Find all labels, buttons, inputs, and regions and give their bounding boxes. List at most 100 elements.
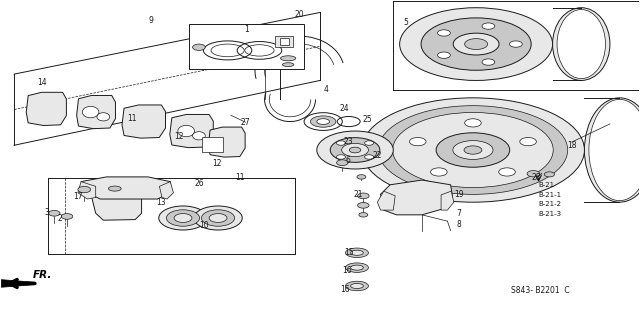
Text: 9: 9	[148, 16, 154, 25]
Ellipse shape	[209, 214, 227, 222]
Ellipse shape	[557, 10, 605, 78]
Ellipse shape	[49, 211, 60, 216]
Text: 25: 25	[363, 115, 372, 123]
Ellipse shape	[193, 132, 205, 140]
Ellipse shape	[464, 146, 482, 154]
Ellipse shape	[421, 18, 531, 70]
Text: 21: 21	[353, 190, 363, 199]
Ellipse shape	[194, 206, 243, 230]
Ellipse shape	[465, 119, 481, 127]
Text: 22: 22	[372, 151, 382, 160]
Ellipse shape	[61, 214, 73, 219]
Ellipse shape	[346, 248, 369, 257]
Text: 11: 11	[236, 173, 245, 182]
Text: 23: 23	[343, 137, 353, 146]
Ellipse shape	[365, 155, 374, 159]
Text: 26: 26	[194, 179, 204, 188]
Ellipse shape	[362, 98, 584, 202]
Ellipse shape	[399, 8, 552, 80]
Ellipse shape	[365, 141, 374, 145]
Ellipse shape	[544, 172, 554, 177]
Polygon shape	[1, 280, 35, 287]
Polygon shape	[441, 191, 454, 210]
Ellipse shape	[359, 213, 368, 217]
Ellipse shape	[346, 281, 369, 291]
Ellipse shape	[431, 168, 447, 176]
Ellipse shape	[83, 106, 99, 118]
Ellipse shape	[351, 250, 364, 255]
Bar	[189, 24, 304, 69]
Text: B-21-1: B-21-1	[539, 192, 562, 198]
Text: 28: 28	[531, 173, 541, 182]
Ellipse shape	[393, 112, 553, 188]
Text: 20: 20	[295, 10, 305, 19]
Ellipse shape	[78, 186, 91, 193]
Text: 3: 3	[44, 208, 49, 217]
Ellipse shape	[465, 39, 488, 49]
Polygon shape	[202, 137, 223, 152]
Ellipse shape	[436, 133, 509, 167]
Polygon shape	[378, 191, 395, 210]
Text: 7: 7	[456, 209, 461, 218]
Ellipse shape	[589, 100, 640, 201]
Ellipse shape	[453, 33, 499, 55]
Polygon shape	[275, 36, 293, 47]
Ellipse shape	[159, 206, 207, 230]
Ellipse shape	[97, 113, 109, 121]
Ellipse shape	[317, 131, 394, 169]
Ellipse shape	[346, 263, 369, 272]
Ellipse shape	[482, 23, 495, 29]
Text: B-21-3: B-21-3	[539, 211, 562, 217]
Ellipse shape	[351, 284, 364, 288]
Polygon shape	[280, 38, 289, 45]
Text: 12: 12	[174, 132, 183, 141]
Text: B-21: B-21	[539, 182, 555, 189]
Text: 4: 4	[324, 85, 329, 94]
Text: 8: 8	[456, 220, 461, 229]
Ellipse shape	[310, 116, 336, 127]
Ellipse shape	[166, 210, 200, 226]
Text: FR.: FR.	[33, 270, 52, 280]
Ellipse shape	[482, 59, 495, 65]
Text: S843- B2201  C: S843- B2201 C	[511, 286, 569, 295]
Ellipse shape	[193, 44, 205, 50]
Ellipse shape	[509, 41, 522, 47]
Text: 14: 14	[36, 78, 46, 86]
Ellipse shape	[317, 119, 330, 124]
Text: 13: 13	[156, 198, 166, 207]
Ellipse shape	[330, 138, 380, 162]
Polygon shape	[170, 115, 213, 148]
Text: 19: 19	[454, 190, 464, 199]
Text: 11: 11	[127, 114, 137, 123]
Ellipse shape	[527, 171, 540, 177]
Ellipse shape	[520, 137, 536, 146]
Ellipse shape	[108, 186, 121, 191]
Ellipse shape	[342, 143, 369, 157]
Ellipse shape	[178, 125, 195, 137]
Polygon shape	[77, 95, 115, 129]
Ellipse shape	[174, 214, 192, 222]
Ellipse shape	[337, 141, 346, 145]
Ellipse shape	[453, 141, 493, 160]
Ellipse shape	[358, 203, 369, 208]
Ellipse shape	[202, 210, 235, 226]
Ellipse shape	[584, 98, 640, 202]
Text: 1: 1	[244, 25, 249, 34]
Text: 16: 16	[340, 285, 349, 294]
Text: 2: 2	[58, 214, 62, 223]
Text: 17: 17	[73, 192, 83, 201]
Polygon shape	[159, 182, 173, 199]
Text: B-21-2: B-21-2	[539, 201, 561, 207]
Ellipse shape	[378, 106, 568, 194]
Text: 10: 10	[199, 221, 209, 230]
Polygon shape	[26, 92, 67, 125]
Ellipse shape	[499, 168, 515, 176]
Text: 12: 12	[212, 159, 221, 168]
Ellipse shape	[351, 265, 364, 270]
Text: 6: 6	[346, 156, 351, 165]
Polygon shape	[91, 180, 141, 220]
Ellipse shape	[280, 56, 296, 61]
Ellipse shape	[410, 137, 426, 146]
Ellipse shape	[438, 30, 451, 36]
Polygon shape	[381, 180, 452, 215]
